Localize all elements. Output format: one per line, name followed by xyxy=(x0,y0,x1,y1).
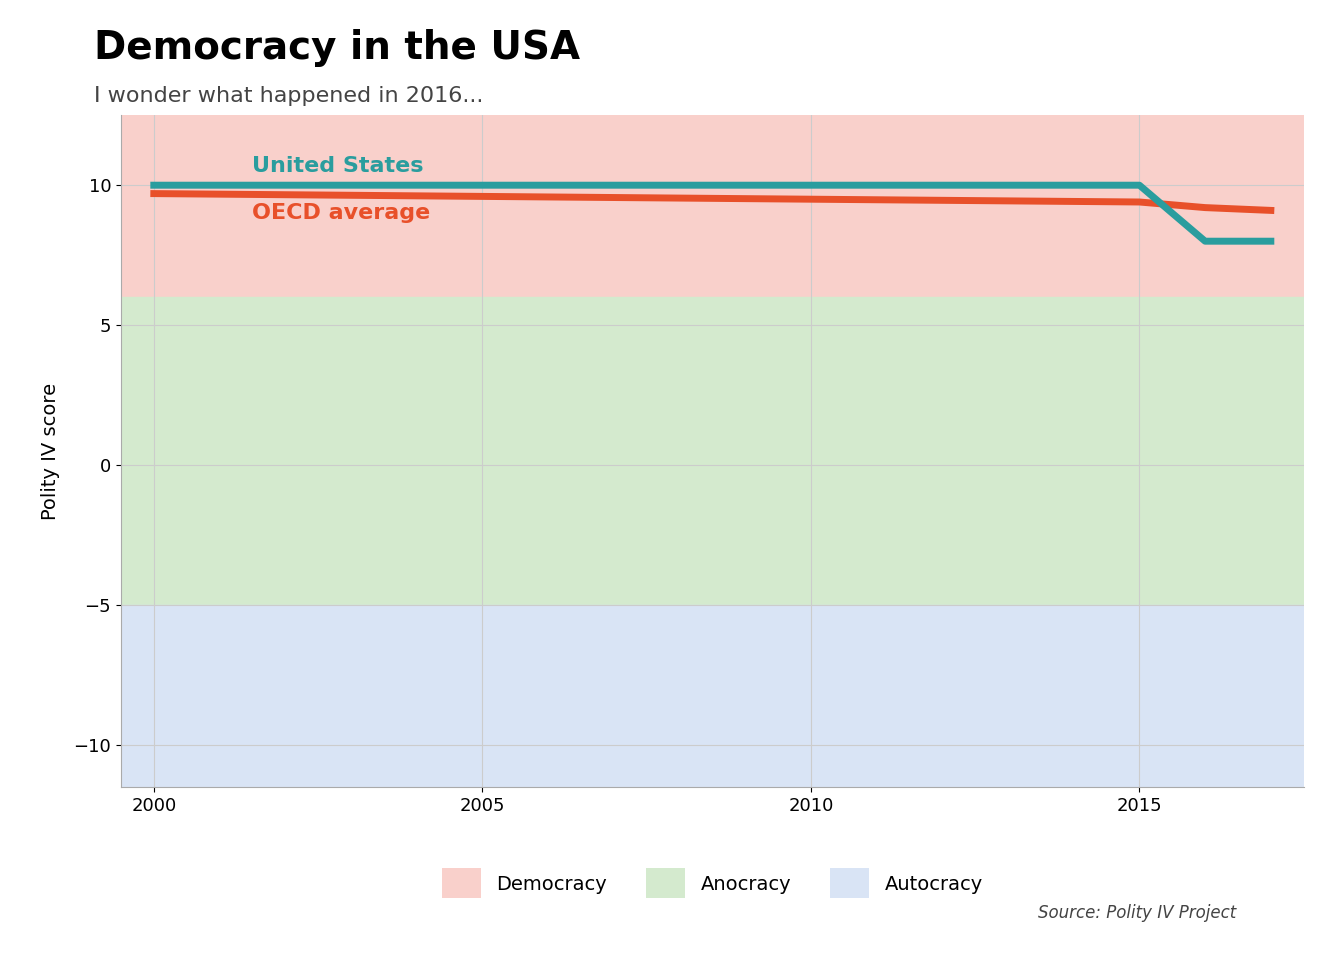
Text: United States: United States xyxy=(253,156,423,176)
Y-axis label: Polity IV score: Polity IV score xyxy=(40,383,59,519)
Text: I wonder what happened in 2016...: I wonder what happened in 2016... xyxy=(94,86,484,107)
Text: Source: Polity IV Project: Source: Polity IV Project xyxy=(1038,903,1236,922)
Bar xyxy=(121,605,1304,787)
Bar xyxy=(121,298,1304,605)
Text: OECD average: OECD average xyxy=(253,204,430,224)
Legend: Democracy, Anocracy, Autocracy: Democracy, Anocracy, Autocracy xyxy=(442,869,982,899)
Bar xyxy=(121,115,1304,298)
Text: Democracy in the USA: Democracy in the USA xyxy=(94,29,581,67)
